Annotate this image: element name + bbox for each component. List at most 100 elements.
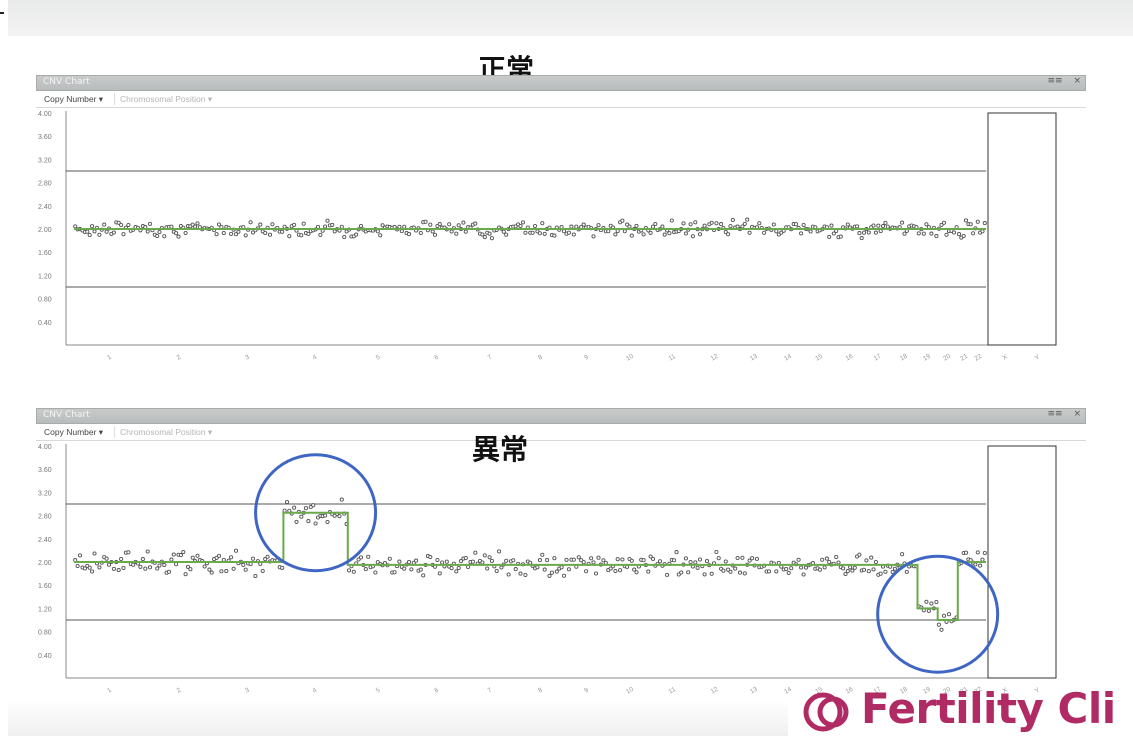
data-point xyxy=(458,559,464,564)
x-tick-label: 13 xyxy=(749,353,759,363)
data-point xyxy=(511,558,516,563)
data-point xyxy=(552,233,557,238)
data-point xyxy=(494,568,499,574)
x-tick-label: Y xyxy=(1034,686,1042,695)
toolbar-divider xyxy=(114,93,115,105)
data-point xyxy=(418,230,423,236)
window-menu-icon[interactable]: ≡≡ xyxy=(1047,409,1063,419)
data-point xyxy=(461,220,466,225)
copy-number-dropdown[interactable]: Copy Number ▾ xyxy=(44,427,104,437)
data-point xyxy=(924,222,929,227)
data-point xyxy=(762,230,767,235)
data-point xyxy=(92,551,97,556)
data-point xyxy=(693,560,698,565)
y-tick-label: 2.80 xyxy=(38,514,52,521)
x-tick-label: 9 xyxy=(583,687,590,695)
data-point xyxy=(454,231,459,236)
data-point xyxy=(834,554,839,560)
data-point xyxy=(406,232,412,237)
data-point xyxy=(267,232,273,237)
data-point xyxy=(157,229,162,235)
x-tick-label: 5 xyxy=(375,687,382,695)
data-point xyxy=(414,558,419,563)
close-icon[interactable]: × xyxy=(1073,76,1081,86)
data-point xyxy=(613,232,618,237)
data-point xyxy=(449,229,454,234)
x-tick-label: 18 xyxy=(899,353,909,363)
x-tick-label: 7 xyxy=(487,687,494,695)
data-point xyxy=(145,229,150,234)
data-point xyxy=(871,223,876,228)
data-point xyxy=(104,229,109,234)
x-tick-label: 3 xyxy=(244,354,251,362)
data-point xyxy=(294,519,299,524)
y-tick-label: 1.60 xyxy=(38,583,52,590)
data-point xyxy=(140,557,145,562)
chromosomal-position-dropdown[interactable]: Chromosomal Position ▾ xyxy=(120,94,213,104)
data-point xyxy=(435,557,440,563)
window-menu-icon[interactable]: ≡≡ xyxy=(1047,76,1063,86)
copy-number-dropdown[interactable]: Copy Number ▾ xyxy=(44,94,104,104)
data-point xyxy=(77,553,83,558)
y-tick-label: 2.40 xyxy=(38,537,52,544)
data-point xyxy=(311,503,316,508)
x-tick-label: 15 xyxy=(814,686,824,696)
x-tick-label: 9 xyxy=(583,354,590,362)
data-point xyxy=(126,222,131,228)
x-tick-label: 2 xyxy=(176,354,183,362)
data-point xyxy=(97,232,102,237)
data-point xyxy=(463,229,468,234)
data-point xyxy=(82,566,87,571)
y-tick-label: 2.40 xyxy=(38,204,52,211)
data-point xyxy=(513,567,518,572)
y-tick-label: 1.20 xyxy=(38,273,52,280)
data-point xyxy=(634,223,639,228)
data-point xyxy=(540,552,545,557)
data-point xyxy=(737,570,743,575)
x-tick-label: 1 xyxy=(106,354,113,362)
data-point xyxy=(248,220,253,225)
data-point xyxy=(116,568,121,573)
data-point xyxy=(841,566,846,571)
data-point xyxy=(829,223,834,228)
data-point xyxy=(608,566,613,571)
data-point xyxy=(121,232,126,237)
data-point xyxy=(542,231,547,236)
copy-number-plot-normal: 4.00 3.60 3.20 2.80 2.40 2.00 1.60 1.20 0.80 0.40… xyxy=(38,111,1057,363)
data-point xyxy=(229,555,234,560)
data-point xyxy=(723,559,728,564)
data-point xyxy=(378,233,383,238)
data-point xyxy=(260,568,265,574)
data-point xyxy=(174,562,179,567)
close-icon[interactable]: × xyxy=(1073,409,1081,419)
chromosomal-position-dropdown[interactable]: Chromosomal Position ▾ xyxy=(120,427,213,437)
data-point xyxy=(270,222,275,227)
data-point xyxy=(306,231,311,236)
data-point xyxy=(836,560,841,565)
highlight-circle xyxy=(254,453,378,573)
data-point xyxy=(900,552,905,557)
data-point xyxy=(219,569,224,574)
data-point xyxy=(157,563,162,568)
data-point xyxy=(916,231,921,236)
data-point xyxy=(747,558,752,563)
data-point xyxy=(665,572,670,577)
data-point xyxy=(808,229,813,234)
data-point xyxy=(147,565,153,570)
data-point xyxy=(346,568,352,573)
data-point xyxy=(704,559,710,564)
data-point xyxy=(702,572,707,577)
data-point xyxy=(618,568,623,573)
data-point xyxy=(106,562,112,567)
x-tick-label: 12 xyxy=(710,686,720,696)
data-point xyxy=(470,559,475,564)
data-point xyxy=(325,218,330,223)
data-point xyxy=(387,556,392,561)
data-point xyxy=(287,234,292,239)
y-tick-label: 0.80 xyxy=(38,297,52,304)
data-point xyxy=(428,222,433,227)
data-point xyxy=(978,563,983,568)
data-point xyxy=(861,230,867,235)
data-point xyxy=(686,570,691,575)
data-point xyxy=(111,230,116,235)
